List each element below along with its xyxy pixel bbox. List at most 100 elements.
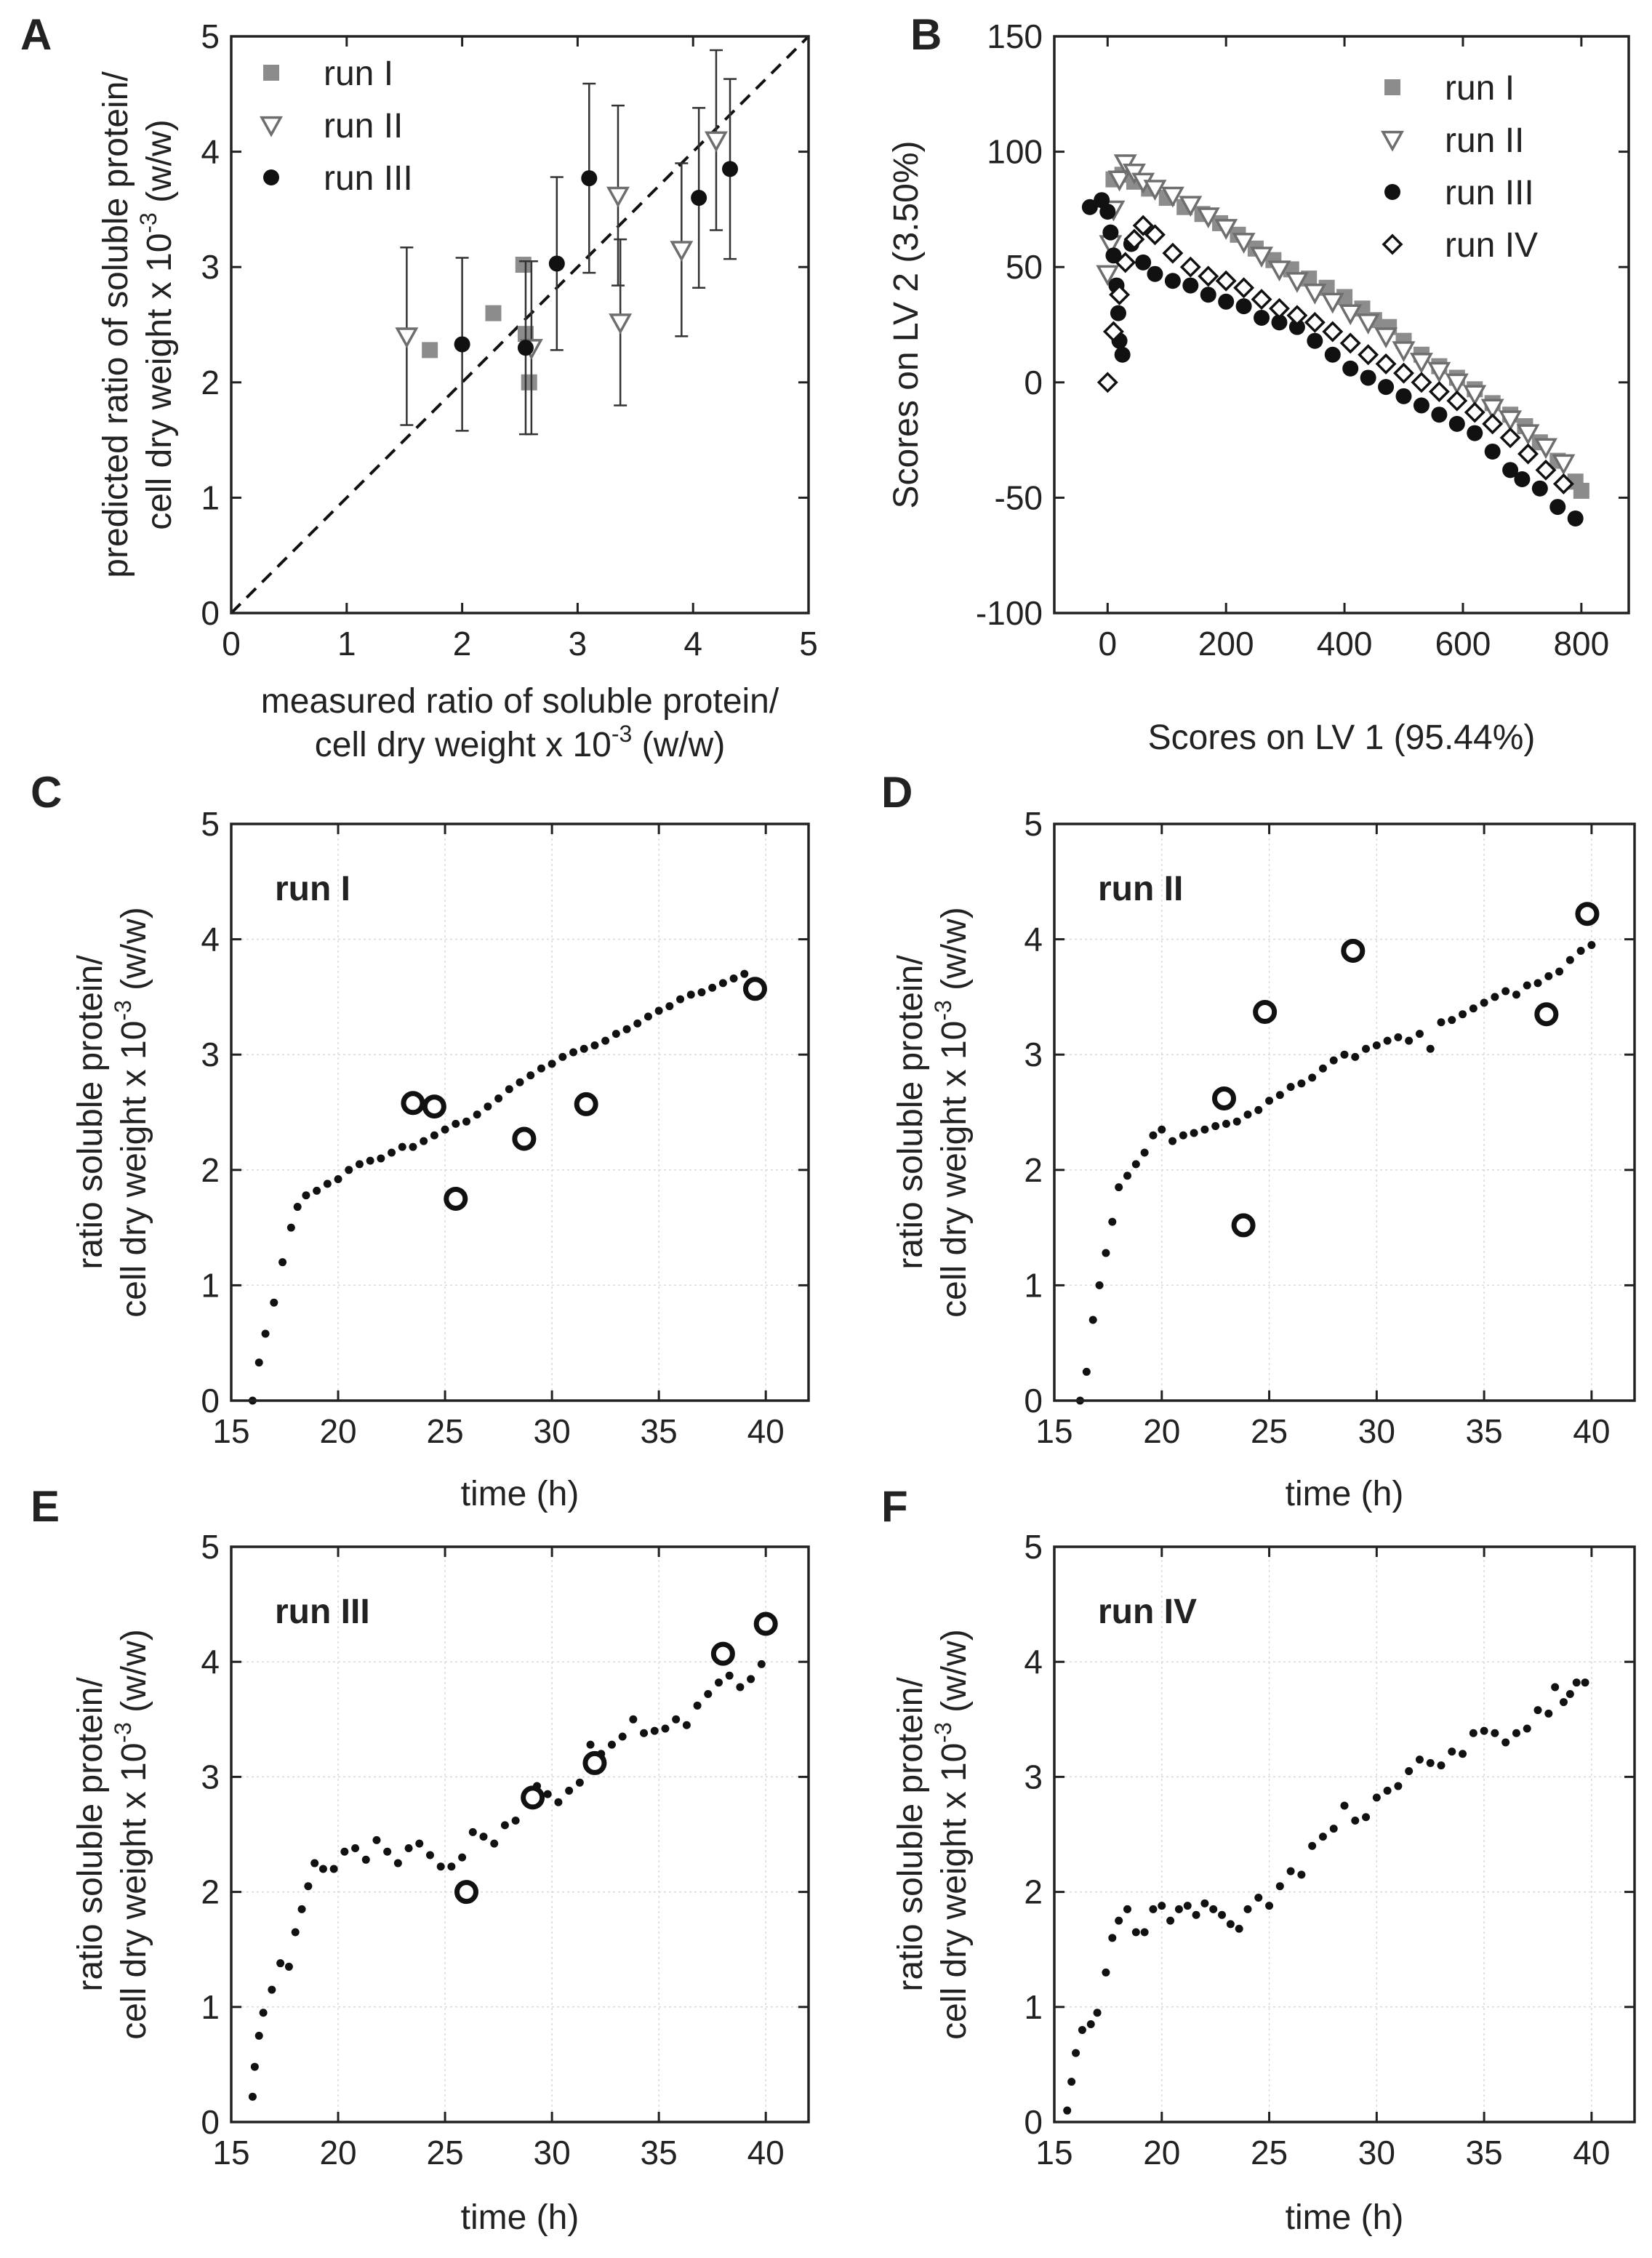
panel-a-letter: A — [20, 10, 52, 59]
panel-b-point — [1303, 283, 1327, 305]
panel-b-point — [1250, 247, 1274, 268]
panel-c-ylabel-line-2-text: cell dry weight x 10 — [115, 1021, 153, 1318]
panel-b-legend-marker — [1381, 130, 1404, 152]
panel-c-point — [366, 1156, 374, 1165]
panel-e-run-label: run III — [275, 1593, 370, 1631]
panel-c-point — [444, 1186, 468, 1211]
panel-d-point — [1415, 1030, 1424, 1038]
panel-f-point — [1183, 1902, 1192, 1910]
panel-e-point — [736, 1683, 745, 1692]
panel-e-point — [704, 1689, 713, 1698]
panel-d-ytick-label: 3 — [1024, 1036, 1043, 1073]
panel-e-point — [254, 2031, 263, 2040]
panel-f-point — [1243, 1905, 1252, 1913]
panel-b-point — [1215, 270, 1237, 292]
panel-f-point — [1254, 1894, 1263, 1902]
panel-c-point — [643, 1012, 652, 1021]
panel-e-point — [479, 1833, 488, 1841]
panel-b-xtick-label: 200 — [1198, 625, 1254, 662]
panel-c-point — [377, 1154, 385, 1163]
panel-f-xlabel: time (h) — [1286, 2198, 1404, 2237]
panel-b-xlabel: Scores on LV 1 (95.44%) — [1148, 718, 1536, 757]
panel-d-point — [1587, 941, 1596, 950]
panel-d-point — [1232, 1117, 1241, 1126]
panel-f-ytick-label: 3 — [1024, 1758, 1043, 1795]
panel-b-point — [1096, 372, 1118, 393]
panel-d-point — [1231, 1213, 1256, 1238]
panel-e-point — [304, 1882, 313, 1891]
panel-a-identity-line — [230, 35, 810, 614]
panel-d-point — [1437, 1018, 1446, 1027]
panel-e-frame — [230, 1545, 810, 2123]
panel-d-point — [1222, 1119, 1230, 1128]
panel-d-point — [1329, 1056, 1338, 1065]
panel-b-point — [1567, 510, 1584, 527]
panel-a: 0 1 2 3 4 5 0 1 2 3 4 5 measured ratio of soluble pr… — [20, 10, 818, 764]
panel-f-point — [1093, 2009, 1102, 2017]
panel-e-point — [415, 1839, 424, 1848]
panel-f-point — [1459, 1750, 1467, 1758]
panel-b-point — [1360, 369, 1376, 386]
panel-b-point — [1531, 480, 1548, 497]
panel-a-ytick-label: 3 — [201, 248, 220, 286]
panel-d-ylabel-superscript: -3 — [930, 1000, 956, 1020]
panel-b-point — [1147, 265, 1163, 282]
panel-e-ylabel-line-2-text: cell dry weight x 10 — [115, 1743, 153, 2040]
panel-e-point — [543, 1790, 552, 1798]
panel-b-point — [1446, 390, 1468, 412]
panel-a-legend-label: run III — [324, 159, 413, 198]
panel-a-point — [670, 241, 694, 263]
panel-c-point — [462, 1117, 470, 1126]
panel-d-point — [1211, 1122, 1220, 1131]
panel-f-xtick-label: 30 — [1358, 2134, 1395, 2171]
panel-f-point — [1572, 1678, 1581, 1687]
panel-c-series-measured — [401, 977, 767, 1211]
panel-f-ylabel-line-1: ratio soluble protein/ — [891, 1677, 930, 1992]
panel-b-frame — [1053, 35, 1630, 614]
panel-d-point — [1140, 1148, 1149, 1157]
panel-b-point — [1322, 321, 1344, 343]
panel-f-ytick-label: 1 — [1024, 1988, 1043, 2026]
panel-c-point — [512, 1126, 537, 1151]
panel-b-point — [1517, 443, 1539, 465]
panel-b-point — [1081, 199, 1098, 215]
panel-f-ylabel-line-2-unit: (w/w) — [935, 1629, 974, 1722]
panel-d-xtick-label: 25 — [1251, 1412, 1288, 1450]
panel-a-series-run-ii — [395, 49, 728, 436]
panel-f-ylabel: ratio soluble protein/cell dry weight x … — [891, 1629, 974, 2040]
panel-c-point — [401, 1091, 425, 1116]
panel-d-point — [1179, 1131, 1187, 1140]
panel-b-xtick-label: 400 — [1317, 625, 1373, 662]
panel-b-point — [1179, 256, 1201, 278]
panel-e-ticks: 15 20 25 30 35 40 0 1 2 3 4 5 — [201, 1528, 809, 2171]
panel-f-point — [1329, 1825, 1338, 1833]
panel-c-point — [548, 1060, 556, 1068]
panel-a-point — [454, 336, 470, 353]
panel-a-xlabel-line-2-text: cell dry weight x 10 — [315, 726, 612, 764]
panel-e-point — [372, 1835, 381, 1844]
panel-c-point — [537, 1064, 545, 1073]
panel-c-point — [254, 1358, 263, 1367]
panel-b-point — [1286, 305, 1308, 327]
panel-e-ylabel-line-2-unit: (w/w) — [115, 1629, 153, 1722]
panel-a-frame — [230, 35, 810, 614]
panel-f-point — [1149, 1905, 1158, 1913]
panel-f-point — [1218, 1910, 1227, 1919]
panel-f-frame — [1053, 1545, 1636, 2123]
panel-e-point — [404, 1843, 413, 1852]
panel-e-ylabel: ratio soluble protein/cell dry weight x … — [71, 1629, 153, 2040]
panel-d-point — [1341, 938, 1366, 963]
panel-e-point — [268, 1985, 276, 1994]
panel-e-point — [454, 1880, 478, 1905]
panel-f-point — [1108, 1934, 1117, 1942]
panel-b-legend-label: run II — [1445, 121, 1524, 160]
panel-c-point — [612, 1030, 620, 1038]
panel-c-point — [420, 1137, 428, 1145]
panel-f-point — [1192, 1910, 1200, 1919]
panel-f-point — [1551, 1683, 1560, 1692]
panel-e-point — [650, 1726, 659, 1735]
panel-a-xtick-label: 3 — [569, 625, 588, 662]
panel-f-point — [1469, 1729, 1477, 1737]
panel-c-point — [516, 1078, 524, 1086]
panel-c-ytick-label: 3 — [201, 1036, 220, 1073]
